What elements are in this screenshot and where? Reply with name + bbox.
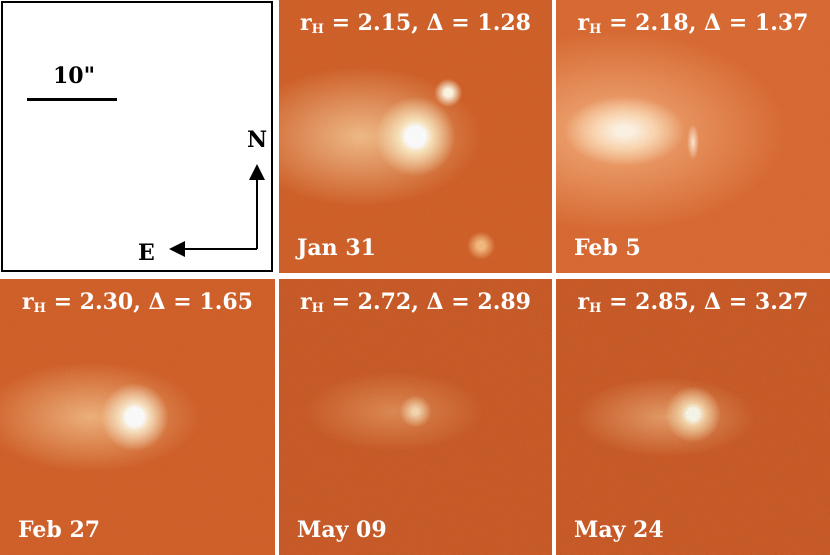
comet-image-feb-27: rH = 2.30, Δ = 1.65 Feb 27 xyxy=(0,279,275,555)
observation-geometry-label: rH = 2.72, Δ = 2.89 xyxy=(300,289,531,316)
comet-image-may-24: rH = 2.85, Δ = 3.27 May 24 xyxy=(556,279,830,555)
observation-geometry-label: rH = 2.30, Δ = 1.65 xyxy=(22,289,253,316)
observation-geometry-label: rH = 2.18, Δ = 1.37 xyxy=(577,10,809,37)
observation-date: May 24 xyxy=(574,517,664,543)
scale-bar xyxy=(27,98,117,101)
observation-date: Jan 31 xyxy=(297,235,376,261)
observation-date: Feb 27 xyxy=(18,517,101,543)
comet-image-feb-5: rH = 2.18, Δ = 1.37 Feb 5 xyxy=(556,0,830,273)
observation-geometry-label: rH = 2.85, Δ = 3.27 xyxy=(577,289,809,316)
north-label: N xyxy=(247,127,268,153)
image-noise xyxy=(556,279,830,555)
observation-date: Feb 5 xyxy=(574,235,641,261)
image-noise xyxy=(0,279,275,555)
east-label: E xyxy=(138,240,155,266)
compass-arrows xyxy=(169,164,265,257)
orientation-key: 10" N E xyxy=(1,1,273,272)
comet-image-jan-31: rH = 2.15, Δ = 1.28 Jan 31 xyxy=(279,0,552,273)
image-noise xyxy=(279,0,552,273)
scale-label: 10" xyxy=(53,63,96,89)
image-noise xyxy=(556,0,830,273)
comet-image-may-09: rH = 2.72, Δ = 2.89 May 09 xyxy=(279,279,552,555)
image-noise xyxy=(279,279,552,555)
observation-geometry-label: rH = 2.15, Δ = 1.28 xyxy=(300,10,531,37)
observation-date: May 09 xyxy=(297,517,387,543)
